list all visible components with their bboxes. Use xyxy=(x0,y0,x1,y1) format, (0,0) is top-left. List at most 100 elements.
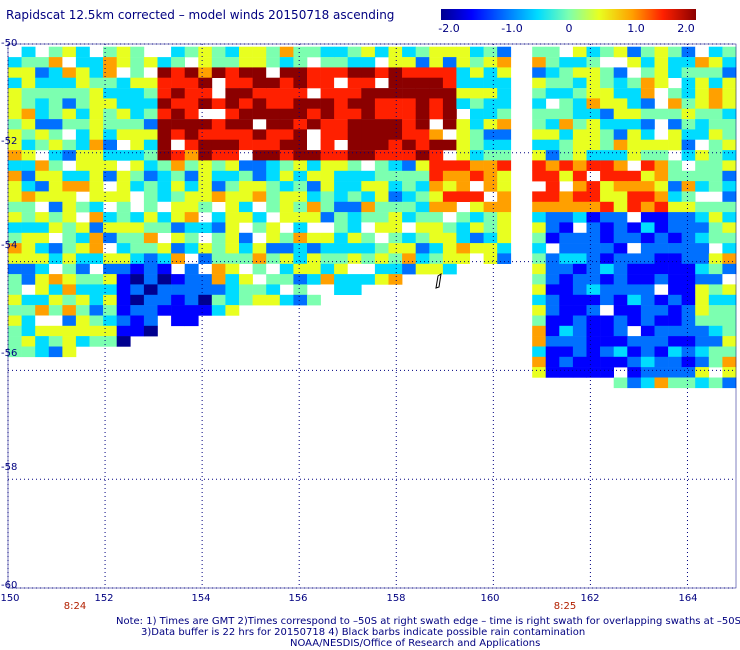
heatmap-cell xyxy=(252,191,267,202)
heatmap-cell xyxy=(279,150,294,161)
heatmap-cell xyxy=(130,212,145,223)
heatmap-cell xyxy=(171,88,185,99)
heatmap-cell xyxy=(572,98,587,109)
heatmap-cell xyxy=(402,67,416,78)
heatmap-cell xyxy=(103,263,117,275)
heatmap-cell xyxy=(586,274,601,285)
heatmap-cell xyxy=(116,77,131,89)
heatmap-cell xyxy=(334,98,348,109)
heatmap-cell xyxy=(627,150,642,161)
heatmap-cell xyxy=(157,129,172,140)
heatmap-cell xyxy=(681,356,696,368)
heatmap-cell xyxy=(279,274,294,285)
heatmap-cell xyxy=(532,57,547,68)
heatmap-cell xyxy=(266,284,281,295)
heatmap-cell xyxy=(130,263,145,275)
heatmap-cell xyxy=(89,88,104,99)
heatmap-cell xyxy=(75,108,90,120)
heatmap-cell xyxy=(572,119,587,130)
heatmap-cell xyxy=(103,119,117,130)
heatmap-cell xyxy=(695,119,710,130)
heatmap-cell xyxy=(307,263,321,275)
heatmap-cell xyxy=(442,243,457,254)
heatmap-cell xyxy=(559,150,574,161)
heatmap-cell xyxy=(334,119,348,130)
heatmap-cell xyxy=(171,46,185,58)
heatmap-cell xyxy=(35,160,50,171)
heatmap-cell xyxy=(35,98,50,109)
heatmap-cell xyxy=(470,222,484,233)
heatmap-cell xyxy=(640,88,655,99)
heatmap-cell xyxy=(116,129,131,140)
heatmap-cell xyxy=(388,222,403,233)
heatmap-cell xyxy=(143,57,158,68)
heatmap-cell xyxy=(545,222,560,233)
heatmap-cell xyxy=(239,294,253,306)
heatmap-cell xyxy=(572,367,587,378)
heatmap-cell xyxy=(722,367,737,378)
heatmap-cells xyxy=(8,46,737,389)
heatmap-cell xyxy=(456,253,471,264)
heatmap-cell xyxy=(75,263,90,275)
heatmap-cell xyxy=(143,181,158,192)
heatmap-cell xyxy=(586,46,601,58)
heatmap-cell xyxy=(75,305,90,316)
heatmap-cell xyxy=(8,160,22,171)
heatmap-cell xyxy=(171,170,185,182)
heatmap-cell xyxy=(545,119,560,130)
heatmap-cell xyxy=(116,222,131,233)
colorbar: -2.0 -1.0 0 1.0 2.0 xyxy=(438,9,696,35)
heatmap-cell xyxy=(143,150,158,161)
heatmap-cell xyxy=(681,139,696,151)
heatmap-cell xyxy=(627,377,642,389)
heatmap-cell xyxy=(429,88,444,99)
heatmap-cell xyxy=(559,98,574,109)
heatmap-cell xyxy=(613,346,628,358)
heatmap-cell xyxy=(62,253,77,264)
heatmap-cell xyxy=(130,119,145,130)
heatmap-cell xyxy=(347,232,362,244)
heatmap-cell xyxy=(532,201,547,213)
heatmap-cell xyxy=(532,367,547,378)
heatmap-cell xyxy=(545,336,560,347)
heatmap-cell xyxy=(497,108,512,120)
heatmap-cell xyxy=(143,232,158,244)
heatmap-cell xyxy=(184,191,199,202)
heatmap-cell xyxy=(627,346,642,358)
heatmap-cell xyxy=(130,191,145,202)
heatmap-cell xyxy=(640,284,655,295)
heatmap-cell xyxy=(75,201,90,213)
heatmap-cell xyxy=(225,232,240,244)
heatmap-cell xyxy=(402,98,416,109)
heatmap-cell xyxy=(171,57,185,68)
heatmap-cell xyxy=(21,139,36,151)
heatmap-cell xyxy=(334,67,348,78)
heatmap-cell xyxy=(640,377,655,389)
heatmap-cell xyxy=(62,325,77,337)
heatmap-cell xyxy=(62,57,77,68)
heatmap-cell xyxy=(211,67,226,78)
heatmap-cell xyxy=(654,160,669,171)
heatmap-cell xyxy=(708,77,723,89)
heatmap-cell xyxy=(708,170,723,182)
heatmap-cell xyxy=(640,46,655,58)
heatmap-cell xyxy=(586,129,601,140)
heatmap-cell xyxy=(89,336,104,347)
heatmap-cell xyxy=(429,191,444,202)
heatmap-cell xyxy=(681,57,696,68)
heatmap-cell xyxy=(456,57,471,68)
heatmap-cell xyxy=(35,325,50,337)
lon-label: 160 xyxy=(480,593,500,604)
heatmap-cell xyxy=(8,336,22,347)
heatmap-cell xyxy=(103,150,117,161)
heatmap-cell xyxy=(130,232,145,244)
heatmap-cell xyxy=(388,243,403,254)
heatmap-cell xyxy=(21,150,36,161)
heatmap-cell xyxy=(184,88,199,99)
heatmap-cell xyxy=(48,243,63,254)
heatmap-cell xyxy=(239,67,253,78)
heatmap-cell xyxy=(559,119,574,130)
heatmap-cell xyxy=(442,139,457,151)
heatmap-cell xyxy=(695,222,710,233)
heatmap-cell xyxy=(681,232,696,244)
